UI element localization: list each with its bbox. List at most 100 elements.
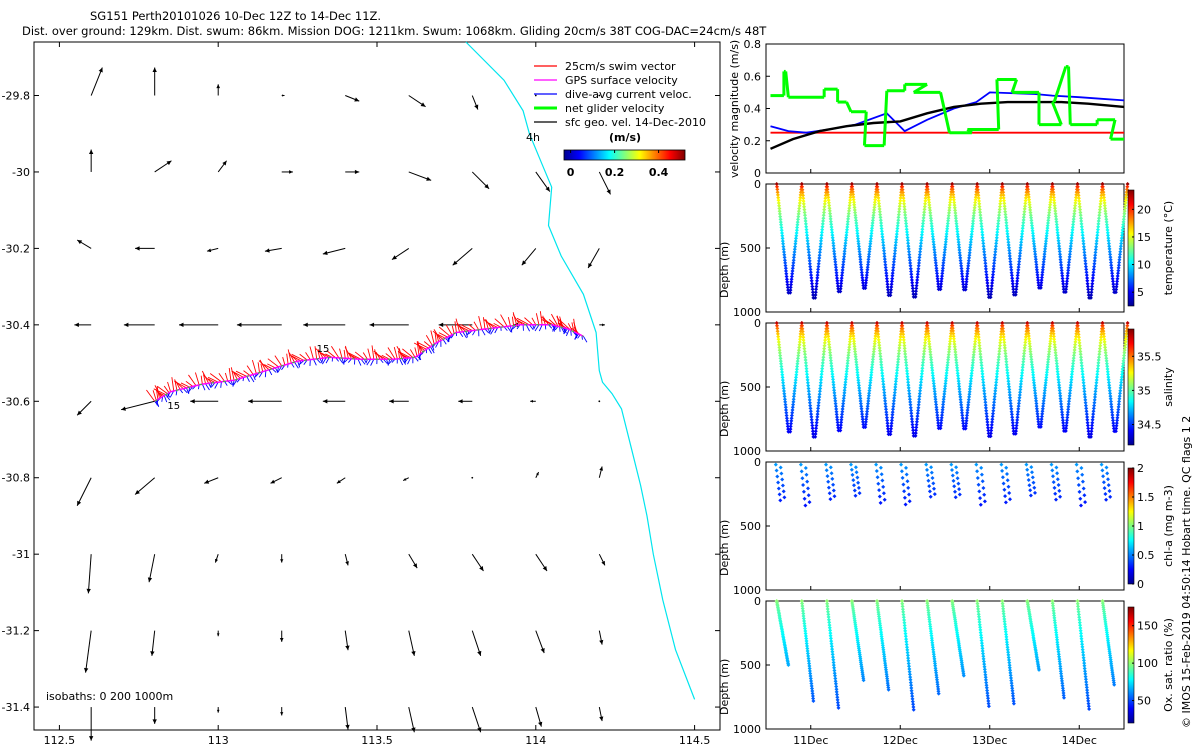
scatter-point xyxy=(934,402,939,407)
scatter-point xyxy=(1058,252,1062,257)
scatter-point xyxy=(1034,404,1039,409)
scatter-point xyxy=(853,215,858,220)
scatter-point xyxy=(826,192,830,197)
scatter-point xyxy=(929,360,934,365)
scatter-point xyxy=(1055,227,1060,232)
scatter-point xyxy=(928,213,933,218)
scatter-point xyxy=(813,295,818,300)
scatter-point xyxy=(791,260,796,265)
scatter-point xyxy=(951,192,956,197)
scatter-point xyxy=(938,426,943,431)
scatter-point xyxy=(908,402,913,407)
velocity-gps-jump xyxy=(1010,78,1019,93)
scatter-point xyxy=(942,253,947,257)
scatter-point xyxy=(817,392,822,397)
scatter-point xyxy=(977,343,982,348)
scatter-point xyxy=(905,232,910,237)
scatter-point xyxy=(875,323,880,328)
scatter-point xyxy=(1077,617,1082,622)
scatter-colorbar-label: temperature (°C) xyxy=(1162,201,1175,295)
scatter-point xyxy=(829,364,834,368)
scatter-point xyxy=(780,483,785,488)
scatter-point xyxy=(884,271,889,276)
geo-vector-head xyxy=(289,170,293,174)
scatter-point xyxy=(957,487,962,492)
scatter-point xyxy=(885,421,890,426)
scatter-point xyxy=(826,485,831,490)
scatter-point xyxy=(948,339,953,344)
scatter-point xyxy=(904,227,909,232)
scatter-point xyxy=(932,492,937,497)
scatter-point xyxy=(977,338,981,342)
scatter-point xyxy=(965,266,970,271)
scatter-point xyxy=(1105,228,1110,232)
scatter-point xyxy=(947,342,952,346)
scatter-point xyxy=(914,289,918,294)
scatter-point xyxy=(826,334,831,339)
velocity-gps-jump xyxy=(882,90,889,146)
scatter-point xyxy=(1084,685,1089,690)
scatter-point xyxy=(1087,707,1092,711)
scatter-point xyxy=(1056,236,1061,240)
scatter-point xyxy=(794,233,799,238)
scatter-point xyxy=(831,382,836,387)
scatter-point xyxy=(916,266,921,271)
scatter-point xyxy=(986,696,990,701)
scatter-point xyxy=(1085,423,1090,428)
scatter-point xyxy=(1118,383,1123,388)
scatter-point xyxy=(800,601,805,606)
scatter-point xyxy=(897,204,902,209)
geo-vector xyxy=(281,94,285,97)
scatter-point xyxy=(1054,219,1059,224)
speed-colorbar-ticks: 0 0.2 0.4 xyxy=(567,150,669,179)
scatter-point xyxy=(1014,290,1018,295)
scatter-point xyxy=(1101,190,1106,195)
scatter-point xyxy=(776,198,781,203)
scatter-point xyxy=(1048,200,1053,205)
scatter-point xyxy=(1117,255,1122,260)
scatter-point xyxy=(1055,637,1060,642)
scatter-point xyxy=(914,280,919,285)
scatter-point xyxy=(1007,665,1012,670)
scatter-point xyxy=(1116,271,1120,276)
dac-vector xyxy=(214,381,219,389)
scatter-point xyxy=(930,232,935,236)
scatter-point xyxy=(1080,472,1085,477)
scatter-point xyxy=(831,482,836,487)
dac-vector xyxy=(484,328,490,334)
scatter-point xyxy=(780,231,784,235)
legend-item-gps: GPS surface velocity xyxy=(534,74,678,87)
scatter-point xyxy=(956,237,961,242)
speed-colorbar-tick-label: 0.2 xyxy=(605,166,625,179)
scatter-point xyxy=(1005,647,1010,652)
geo-vector-head xyxy=(601,560,605,566)
scatter-point xyxy=(1009,681,1014,686)
geo-vector-head xyxy=(458,399,463,404)
scatter-point xyxy=(853,349,858,354)
scatter-point xyxy=(876,332,881,337)
scatter-point xyxy=(858,401,863,406)
geo-vector-shaft xyxy=(87,554,92,594)
scatter-point xyxy=(889,426,893,431)
scatter-point xyxy=(1076,187,1080,192)
scatter-point xyxy=(915,417,920,421)
scatter-point xyxy=(792,247,797,252)
scatter-point xyxy=(903,215,908,220)
scatter-point xyxy=(1096,219,1101,223)
scatter-point xyxy=(968,379,973,384)
scatter-point xyxy=(900,190,905,195)
scatter-point xyxy=(978,349,983,354)
scatter-point xyxy=(954,219,959,223)
scatter-point xyxy=(1049,331,1054,336)
scatter-point xyxy=(806,654,811,658)
scatter-point xyxy=(884,407,888,412)
scatter-point xyxy=(833,265,838,270)
scatter-point xyxy=(1015,412,1020,417)
scatter-point xyxy=(969,232,974,237)
scatter-point xyxy=(793,239,798,244)
scatter-point xyxy=(819,230,824,235)
scatter-point xyxy=(901,615,906,620)
dac-vector xyxy=(271,368,277,373)
scatter-point xyxy=(973,200,978,205)
